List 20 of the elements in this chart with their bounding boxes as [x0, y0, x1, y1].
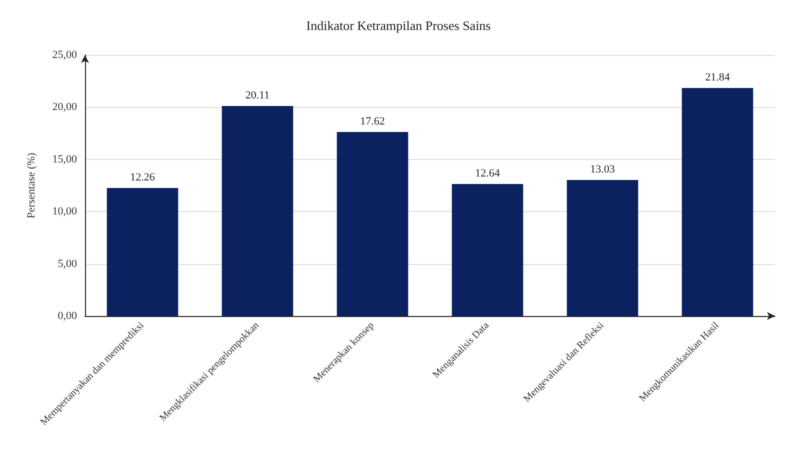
bar	[336, 132, 408, 316]
data-label: 12.26	[130, 172, 156, 184]
y-tick-label: 25,00	[52, 49, 78, 61]
data-label: 13.03	[590, 163, 616, 176]
y-tick-label: 5,00	[58, 258, 78, 270]
y-tick-label: 0,00	[58, 310, 78, 322]
data-label: 21.84	[705, 71, 730, 84]
y-tick-label: 10,00	[52, 206, 78, 218]
bar	[682, 88, 754, 316]
chart-title: Indikator Ketrampilan Proses Sains	[306, 18, 491, 33]
data-label: 12.64	[475, 168, 500, 180]
bar	[106, 188, 178, 316]
y-tick-label: 20,00	[52, 101, 78, 114]
bar	[566, 180, 638, 316]
y-tick-label: 15,00	[52, 153, 78, 166]
bar	[222, 106, 294, 316]
data-label: 20.11	[245, 90, 270, 102]
bar	[452, 184, 524, 316]
data-label: 17.62	[360, 116, 385, 128]
y-axis-title: Persentase (%)	[26, 152, 38, 218]
